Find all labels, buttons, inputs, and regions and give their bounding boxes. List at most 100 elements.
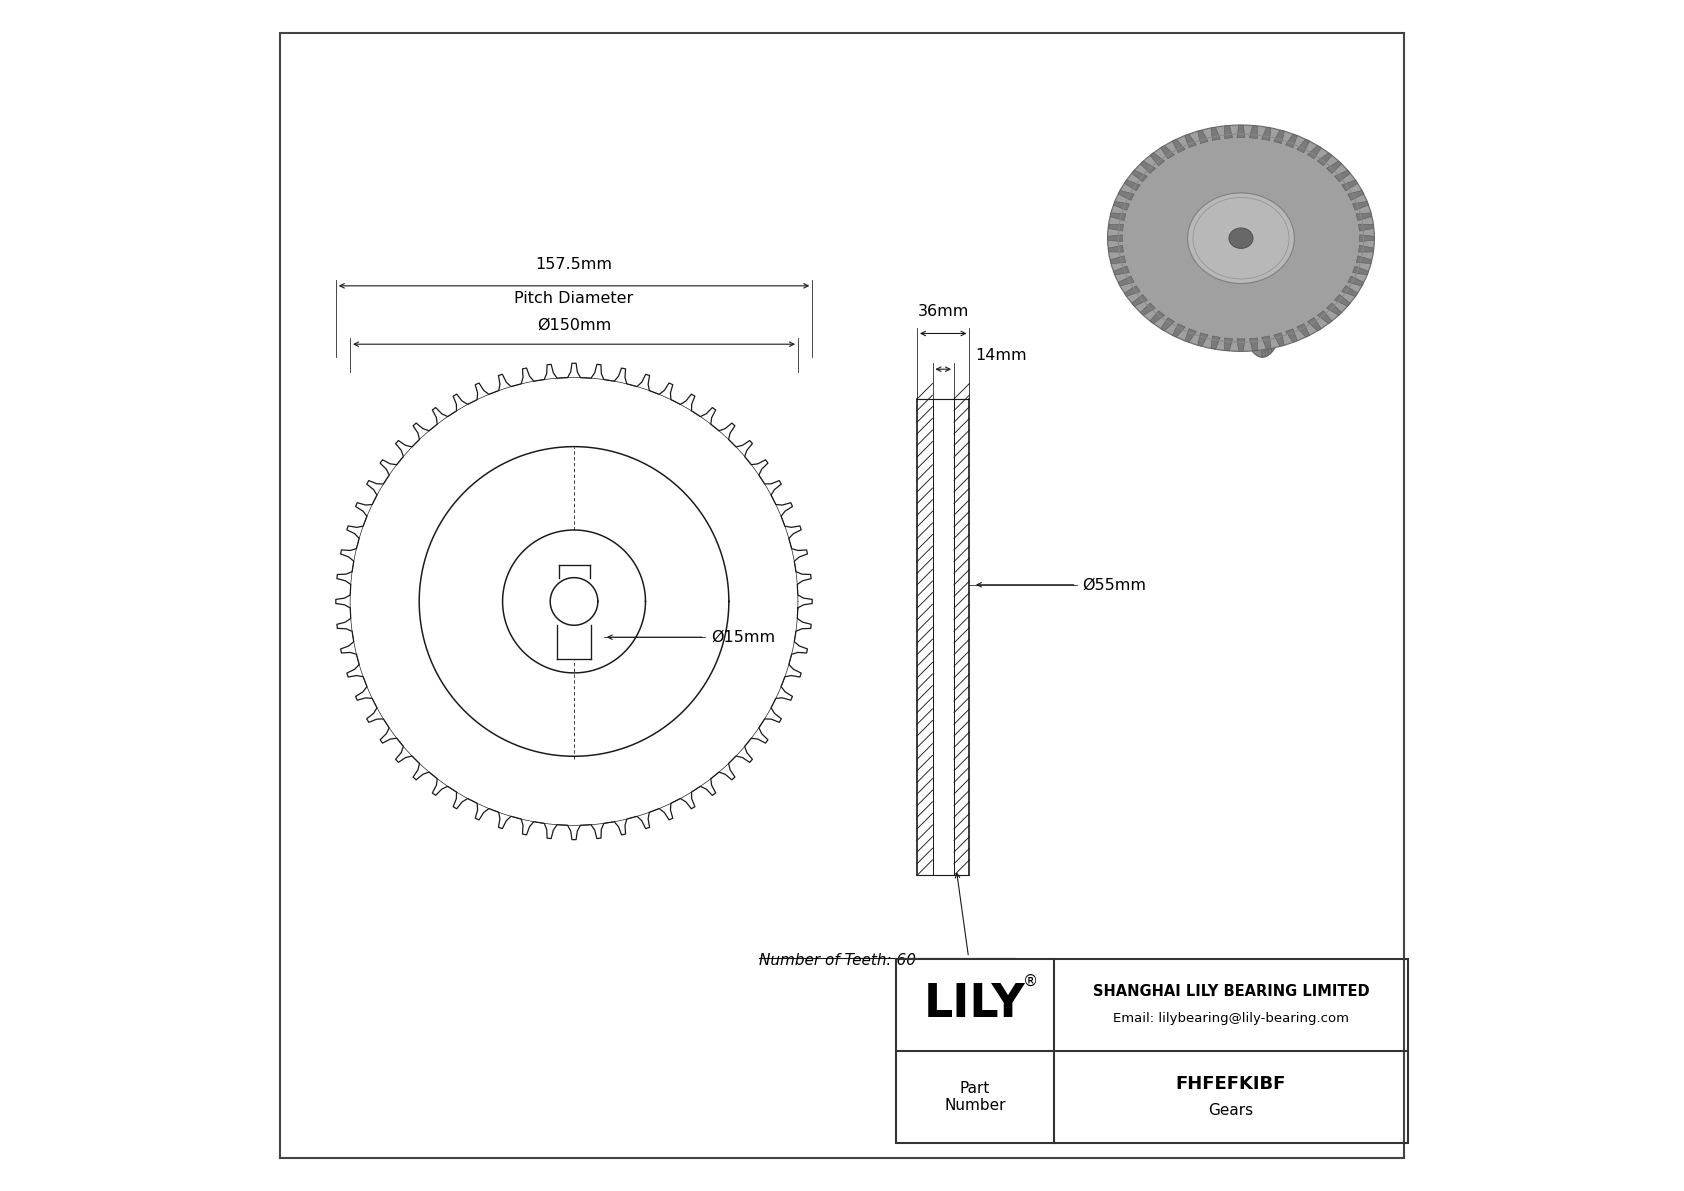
Ellipse shape <box>1229 227 1253 249</box>
Polygon shape <box>1276 174 1280 186</box>
Polygon shape <box>1288 252 1292 260</box>
Polygon shape <box>1172 324 1186 337</box>
Polygon shape <box>1273 332 1285 347</box>
Text: 157.5mm: 157.5mm <box>536 256 613 272</box>
Polygon shape <box>1150 311 1165 324</box>
Polygon shape <box>1113 266 1130 275</box>
Polygon shape <box>1197 130 1207 144</box>
Polygon shape <box>1132 170 1147 182</box>
Polygon shape <box>1261 155 1263 167</box>
Polygon shape <box>1288 272 1292 279</box>
Polygon shape <box>1297 139 1310 152</box>
Polygon shape <box>1327 161 1342 174</box>
Polygon shape <box>1184 135 1196 148</box>
Text: ®: ® <box>1022 973 1037 989</box>
Polygon shape <box>1356 256 1372 263</box>
Polygon shape <box>1359 235 1374 242</box>
Polygon shape <box>1238 125 1244 137</box>
Polygon shape <box>1287 281 1292 288</box>
Polygon shape <box>1118 276 1135 286</box>
Polygon shape <box>1282 187 1285 199</box>
Polygon shape <box>1261 336 1271 349</box>
Polygon shape <box>1224 338 1233 351</box>
Polygon shape <box>1287 224 1292 231</box>
Polygon shape <box>1359 245 1374 252</box>
Polygon shape <box>1184 329 1196 342</box>
Text: Ø150mm: Ø150mm <box>537 317 611 332</box>
Polygon shape <box>1265 155 1266 168</box>
Polygon shape <box>1271 336 1275 349</box>
Ellipse shape <box>1108 125 1374 351</box>
Text: Part
Number: Part Number <box>945 1081 1005 1114</box>
Text: 14mm: 14mm <box>975 348 1027 363</box>
Polygon shape <box>1280 320 1283 332</box>
Text: Gears: Gears <box>1209 1103 1253 1117</box>
Polygon shape <box>1347 276 1364 286</box>
Polygon shape <box>1347 191 1364 200</box>
Polygon shape <box>1352 266 1369 275</box>
Polygon shape <box>1265 344 1266 357</box>
Polygon shape <box>1317 311 1332 324</box>
Polygon shape <box>1275 331 1278 344</box>
Polygon shape <box>1327 303 1342 316</box>
Text: Ø55mm: Ø55mm <box>1083 578 1147 592</box>
Text: Ø15mm: Ø15mm <box>711 630 775 644</box>
Polygon shape <box>1270 160 1271 173</box>
Polygon shape <box>1288 233 1292 241</box>
Polygon shape <box>1211 336 1221 349</box>
Polygon shape <box>1266 343 1270 355</box>
Polygon shape <box>1285 298 1288 307</box>
Polygon shape <box>1285 135 1297 148</box>
Polygon shape <box>1110 256 1127 263</box>
Polygon shape <box>1288 262 1292 268</box>
Polygon shape <box>1288 244 1292 250</box>
Ellipse shape <box>1187 193 1295 283</box>
Polygon shape <box>1261 345 1263 357</box>
Polygon shape <box>1287 213 1290 223</box>
Polygon shape <box>1335 294 1351 306</box>
Polygon shape <box>1307 318 1322 331</box>
Polygon shape <box>1297 324 1310 337</box>
Polygon shape <box>1352 201 1369 211</box>
Polygon shape <box>1125 180 1140 191</box>
Text: LILY: LILY <box>925 983 1026 1028</box>
Polygon shape <box>1359 224 1374 231</box>
Polygon shape <box>1108 245 1123 252</box>
Polygon shape <box>1317 152 1332 166</box>
Polygon shape <box>1282 313 1285 325</box>
Polygon shape <box>1285 329 1297 342</box>
Polygon shape <box>1280 180 1283 192</box>
Polygon shape <box>1211 127 1221 141</box>
Polygon shape <box>1140 303 1155 316</box>
Polygon shape <box>1307 145 1322 158</box>
Text: 36mm: 36mm <box>918 304 968 319</box>
Polygon shape <box>1113 201 1130 211</box>
Polygon shape <box>1342 286 1357 297</box>
Polygon shape <box>1160 145 1174 158</box>
Polygon shape <box>1285 205 1288 214</box>
Text: Pitch Diameter: Pitch Diameter <box>514 291 633 306</box>
Text: Email: lilybearing@lily-bearing.com: Email: lilybearing@lily-bearing.com <box>1113 1012 1349 1025</box>
Polygon shape <box>1342 180 1357 191</box>
Polygon shape <box>1261 127 1271 141</box>
Bar <box>896 959 1408 1143</box>
Polygon shape <box>1271 163 1275 176</box>
Polygon shape <box>1356 213 1372 220</box>
Polygon shape <box>1238 339 1244 351</box>
Polygon shape <box>1118 191 1135 200</box>
Polygon shape <box>1125 286 1140 297</box>
Text: SHANGHAI LILY BEARING LIMITED: SHANGHAI LILY BEARING LIMITED <box>1093 984 1369 998</box>
Polygon shape <box>1335 170 1351 182</box>
Polygon shape <box>1275 168 1278 181</box>
Polygon shape <box>1266 157 1270 169</box>
Polygon shape <box>1110 213 1127 220</box>
Polygon shape <box>1250 125 1258 138</box>
Polygon shape <box>1287 289 1290 299</box>
Ellipse shape <box>1233 155 1292 357</box>
Text: FHFEFKIBF: FHFEFKIBF <box>1175 1075 1287 1093</box>
Polygon shape <box>1276 326 1280 338</box>
Polygon shape <box>1140 161 1155 174</box>
Polygon shape <box>1132 294 1147 306</box>
Polygon shape <box>1250 338 1258 351</box>
Polygon shape <box>1283 195 1287 206</box>
